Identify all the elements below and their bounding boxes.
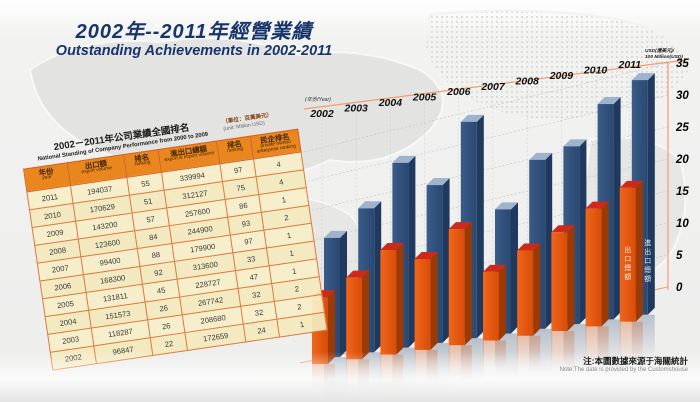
page-title-en: Outstanding Achievements in 2002-2011 (55, 42, 333, 59)
reflection-export-2005 (414, 349, 438, 387)
bar-export-2005 (414, 251, 438, 350)
bar-label-export: 出口總額 (624, 245, 631, 281)
source-note: 注:本圖數據來源于海關統計 Note:The date is provided … (560, 356, 688, 374)
performance-table-panel: 2002－2011年公司業績全國排名 National Standing of … (20, 108, 328, 371)
reflection-export-2008 (517, 335, 541, 370)
y-tick-label-20: 20 (675, 154, 689, 166)
reflection-export-2004 (380, 354, 404, 395)
y-axis-unit-2: 100 Million(USD) (645, 54, 683, 60)
page-title-zh: 2002年--2011年經營業績 (75, 21, 313, 43)
reflection-export-2002 (312, 364, 335, 391)
bar-label-total: 進出口總額 (644, 238, 651, 283)
year-label-2002: 2002 (309, 108, 334, 120)
source-note-zh: 注:本圖數據來源于海關統計 (583, 356, 688, 366)
x-axis-title: (年份/Year) (305, 96, 331, 103)
gridline-30 (299, 94, 669, 184)
y-tick-label-15: 15 (676, 186, 689, 198)
reflection-export-2006 (448, 345, 472, 386)
year-label-2004: 2004 (378, 97, 403, 109)
reflection-export-2011 (619, 321, 643, 362)
gridline-15 (299, 190, 669, 274)
gridline-20 (299, 158, 669, 244)
bar-export-2007 (483, 264, 506, 341)
source-note-en: Note:The date is provided by the Customs… (559, 366, 688, 373)
reflection-export-2003 (346, 359, 370, 392)
bar-export-2010 (585, 201, 609, 327)
page-title: 2002年--2011年經營業績 Outstanding Achievement… (38, 21, 350, 59)
bar-export-2006 (448, 222, 472, 346)
y-tick-label-25: 25 (675, 122, 689, 134)
year-label-2007: 2007 (480, 81, 506, 93)
year-label-2011: 2011 (618, 59, 642, 71)
y-axis-unit-1: USD(億美元)/ (645, 47, 675, 54)
y-tick-label-0: 0 (676, 282, 683, 294)
year-label-2005: 2005 (412, 92, 437, 104)
year-label-2008: 2008 (515, 75, 540, 87)
bar-export-2008 (517, 243, 541, 336)
y-tick-label-30: 30 (676, 90, 689, 102)
gridline-35 (299, 62, 669, 154)
year-label-2010: 2010 (583, 64, 608, 76)
bar-export-2004 (380, 243, 404, 355)
gridline-25 (299, 126, 669, 214)
year-axis-line (303, 59, 687, 110)
performance-table: 年份 year 出口額 export volume 排名 ranking 進出口總額 expo… (22, 128, 328, 371)
y-tick-label-35: 35 (676, 58, 689, 70)
bar-export-2003 (346, 270, 370, 360)
year-label-2003: 2003 (344, 103, 369, 115)
reflection-export-2007 (483, 340, 506, 368)
y-tick-label-5: 5 (676, 250, 683, 262)
bar-export-2009 (551, 225, 575, 332)
year-label-2006: 2006 (446, 86, 471, 98)
y-tick-label-10: 10 (676, 218, 689, 230)
year-label-2009: 2009 (549, 70, 574, 82)
bar-export-2011 (619, 180, 643, 322)
